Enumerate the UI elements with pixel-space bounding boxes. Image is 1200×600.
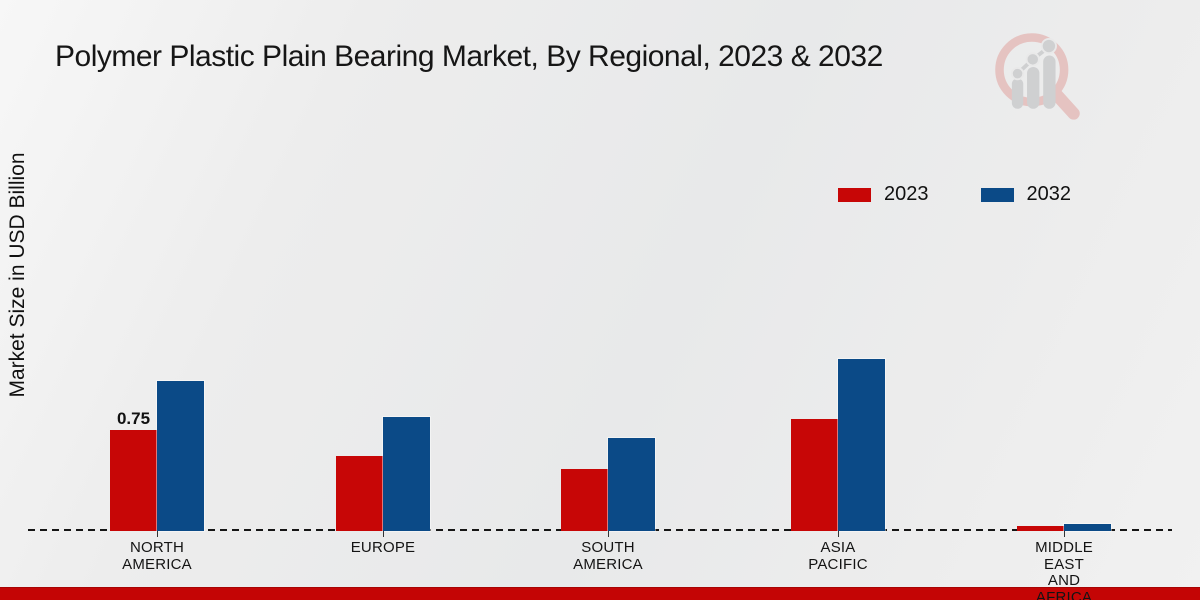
legend-swatch-2023 <box>838 187 871 202</box>
x-axis-tick <box>1064 531 1065 537</box>
x-axis-tick <box>608 531 609 537</box>
bottom-red-banner <box>0 587 1200 600</box>
bar-2032-europe <box>383 417 430 531</box>
category-label-asia-pacific: ASIA PACIFIC <box>808 539 868 573</box>
legend-item-2032: 2032 <box>980 183 1072 206</box>
bar-2032-north-america <box>157 381 204 531</box>
bar-2023-middle-east-and-africa <box>1017 526 1064 531</box>
legend: 2023 2032 <box>838 183 1071 206</box>
bar-2032-middle-east-and-africa <box>1064 524 1111 531</box>
legend-label: 2032 <box>1026 183 1072 205</box>
y-axis-label: Market Size in USD Billion <box>6 152 29 398</box>
bar-2032-asia-pacific <box>838 359 885 531</box>
bar-2023-asia-pacific <box>791 419 838 531</box>
legend-swatch-2032 <box>980 187 1014 202</box>
category-label-europe: EUROPE <box>350 539 416 556</box>
legend-item-2023: 2023 <box>838 183 929 206</box>
bar-value-label: 0.75 <box>116 409 151 428</box>
bar-2023-north-america <box>110 430 157 531</box>
category-label-middle-east-and-africa: MIDDLE EAST AND AFRICA <box>1035 539 1093 600</box>
bar-2023-europe <box>336 456 383 531</box>
category-label-north-america: NORTH AMERICA <box>122 539 192 573</box>
x-axis-tick <box>838 531 839 537</box>
category-label-south-america: SOUTH AMERICA <box>573 539 643 573</box>
chart-title: Polymer Plastic Plain Bearing Market, By… <box>55 40 883 73</box>
legend-label: 2023 <box>884 183 929 205</box>
magnifier-bar-chart-logo <box>995 33 1080 120</box>
bar-2032-south-america <box>608 438 655 531</box>
x-axis-tick <box>383 531 384 537</box>
x-axis-tick <box>157 531 158 537</box>
bar-2023-south-america <box>561 469 608 531</box>
